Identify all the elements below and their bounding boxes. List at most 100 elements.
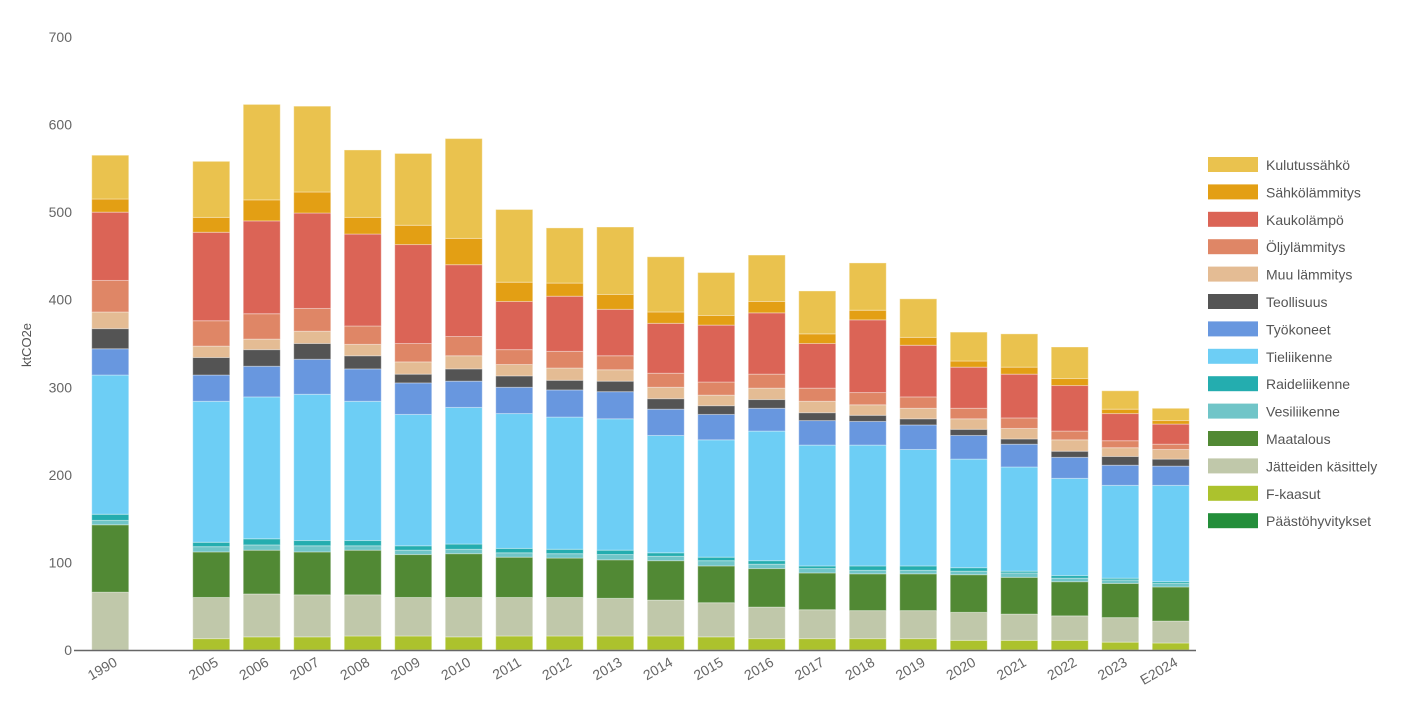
bar-segment[interactable] [697,314,736,326]
bar-segment[interactable] [1101,440,1140,449]
bar-segment[interactable] [343,635,382,651]
bar-segment[interactable] [596,597,635,637]
bar-segment[interactable] [848,565,887,571]
legend-item[interactable]: Tieliikenne [1208,348,1333,365]
bar-segment[interactable] [293,636,332,651]
bar-segment[interactable] [293,330,332,344]
bar-segment[interactable] [848,444,887,567]
bar-segment[interactable] [293,105,332,193]
bar-segment[interactable] [899,396,938,409]
bar-segment[interactable] [242,103,281,201]
bar-segment[interactable] [394,549,433,556]
bar-segment[interactable] [747,407,786,432]
bar-segment[interactable] [596,391,635,420]
bar-segment[interactable] [747,560,786,565]
bar-segment[interactable] [747,430,786,562]
bar-segment[interactable] [798,400,837,414]
bar-segment[interactable] [798,420,837,446]
legend-item[interactable]: Sähkölämmitys [1208,184,1361,200]
bar-segment[interactable] [394,382,433,415]
bar-segment[interactable] [242,538,281,546]
bar-segment[interactable] [495,596,534,637]
bar-segment[interactable] [697,381,736,396]
bar-segment[interactable] [545,389,584,418]
bar-segment[interactable] [242,544,281,551]
bar-segment[interactable] [697,565,736,604]
bar-segment[interactable] [1101,484,1140,579]
bar-segment[interactable] [1101,582,1140,619]
bar-segment[interactable] [949,611,988,641]
bar-segment[interactable] [848,414,887,422]
bar-segment[interactable] [1000,466,1039,572]
bar-segment[interactable] [444,335,483,357]
bar-segment[interactable] [293,358,332,395]
bar-segment[interactable] [444,543,483,550]
bar-segment[interactable] [495,552,534,558]
bar-segment[interactable] [596,554,635,561]
bar-segment[interactable] [192,541,231,548]
bar-segment[interactable] [747,606,786,640]
legend-item[interactable]: Maatalous [1208,431,1331,447]
legend-item[interactable]: Kaukolämpö [1208,211,1344,228]
bar-segment[interactable] [192,374,231,402]
bar-segment[interactable] [242,549,281,595]
bar-segment[interactable] [1151,420,1190,425]
bar-segment[interactable] [192,551,231,598]
bar-segment[interactable] [343,594,382,637]
bar-segment[interactable] [949,366,988,409]
bar-segment[interactable] [596,380,635,393]
bar-segment[interactable] [242,396,281,540]
bar-segment[interactable] [444,380,483,408]
bar-segment[interactable] [848,392,887,406]
bar-segment[interactable] [848,404,887,416]
bar-segment[interactable] [949,567,988,572]
bar-segment[interactable] [1101,641,1140,651]
bar-segment[interactable] [798,290,837,335]
bar-segment[interactable] [949,570,988,576]
bar-segment[interactable] [949,360,988,368]
bar-segment[interactable] [495,349,534,366]
bar-segment[interactable] [444,138,483,239]
bar-segment[interactable] [697,405,736,415]
bar-segment[interactable] [242,220,281,315]
bar-segment[interactable] [798,609,837,640]
bar-segment[interactable] [444,355,483,370]
bar-segment[interactable] [242,313,281,340]
bar-segment[interactable] [1050,477,1089,577]
bar-segment[interactable] [798,343,837,389]
legend-item[interactable]: Vesiliikenne [1208,403,1340,420]
bar-segment[interactable] [545,282,584,297]
bar-segment[interactable] [343,233,382,327]
bar-segment[interactable] [697,560,736,567]
bar-segment[interactable] [91,154,130,200]
bar-segment[interactable] [495,413,534,549]
bar-segment[interactable] [242,636,281,651]
bar-segment[interactable] [545,295,584,352]
bar-segment[interactable] [697,556,736,562]
bar-segment[interactable] [1050,430,1089,441]
legend-item[interactable]: Jätteiden käsittely [1208,458,1377,474]
bar-segment[interactable] [545,557,584,598]
bar-segment[interactable] [495,547,534,554]
bar-segment[interactable] [91,519,130,526]
bar-segment[interactable] [899,569,938,575]
bar-segment[interactable] [646,552,685,557]
bar-segment[interactable] [91,198,130,213]
bar-segment[interactable] [697,413,736,441]
bar-segment[interactable] [848,309,887,321]
bar-segment[interactable] [1050,346,1089,380]
bar-segment[interactable] [798,572,837,611]
bar-segment[interactable] [596,369,635,382]
bar-segment[interactable] [91,279,130,313]
bar-segment[interactable] [1000,427,1039,440]
bar-segment[interactable] [1050,450,1089,458]
legend-item[interactable]: F-kaasut [1208,485,1321,502]
bar-segment[interactable] [394,244,433,344]
bar-segment[interactable] [394,545,433,551]
bar-segment[interactable] [91,211,130,281]
bar-segment[interactable] [1101,464,1140,486]
bar-segment[interactable] [596,549,635,556]
bar-segment[interactable] [697,439,736,558]
bar-segment[interactable] [747,312,786,375]
bar-segment[interactable] [293,545,332,553]
